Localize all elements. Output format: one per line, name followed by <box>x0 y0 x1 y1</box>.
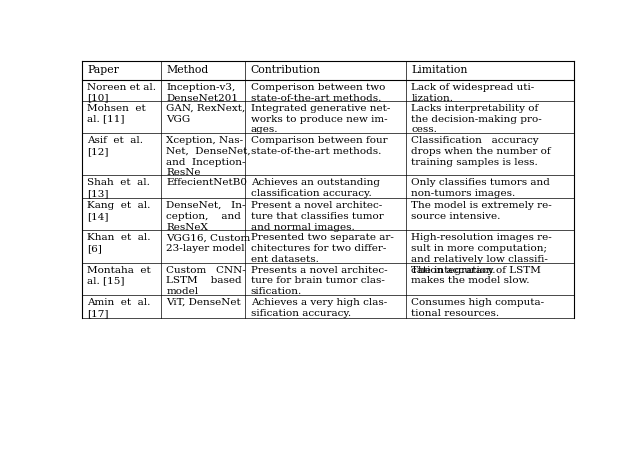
Text: Consumes high computa-
tional resources.: Consumes high computa- tional resources. <box>412 298 545 317</box>
Text: Contribution: Contribution <box>251 65 321 74</box>
Text: Limitation: Limitation <box>412 65 468 74</box>
Text: Custom   CNN-
LSTM    based
model: Custom CNN- LSTM based model <box>166 265 246 296</box>
Text: Presented two separate ar-
chitectures for two differ-
ent datasets.: Presented two separate ar- chitectures f… <box>251 233 394 263</box>
Text: Montaha  et
al. [15]: Montaha et al. [15] <box>87 265 150 285</box>
Text: Mohsen  et
al. [11]: Mohsen et al. [11] <box>87 104 146 123</box>
Text: High-resolution images re-
sult in more computation;
and relatively low classifi: High-resolution images re- sult in more … <box>412 233 552 274</box>
Text: Kang  et  al.
[14]: Kang et al. [14] <box>87 201 150 220</box>
Text: Achieves a very high clas-
sification accuracy.: Achieves a very high clas- sification ac… <box>251 298 387 317</box>
Text: Inception-v3,
DenseNet201: Inception-v3, DenseNet201 <box>166 83 238 102</box>
Text: Lack of widespread uti-
lization.: Lack of widespread uti- lization. <box>412 83 534 102</box>
Text: The integration of LSTM
makes the model slow.: The integration of LSTM makes the model … <box>412 265 541 285</box>
Text: Xception, Nas-
Net,  DenseNet,
and  Inception-
ResNe: Xception, Nas- Net, DenseNet, and Incept… <box>166 136 251 177</box>
Text: Paper: Paper <box>87 65 119 74</box>
Text: Comperison between two
state-of-the-art methods.: Comperison between two state-of-the-art … <box>251 83 385 102</box>
Text: Present a novel architec-
ture that classifies tumor
and normal images.: Present a novel architec- ture that clas… <box>251 201 383 231</box>
Text: Lacks interpretability of
the decision-making pro-
cess.: Lacks interpretability of the decision-m… <box>412 104 542 134</box>
Text: Khan  et  al.
[6]: Khan et al. [6] <box>87 233 150 253</box>
Text: Integrated generative net-
works to produce new im-
ages.: Integrated generative net- works to prod… <box>251 104 390 134</box>
Text: The model is extremely re-
source intensive.: The model is extremely re- source intens… <box>412 201 552 220</box>
Text: Method: Method <box>166 65 209 74</box>
Text: EffecientNetB0: EffecientNetB0 <box>166 178 247 187</box>
Text: DenseNet,   In-
ception,    and
ResNeX: DenseNet, In- ception, and ResNeX <box>166 201 246 231</box>
Text: Classification   accuracy
drops when the number of
training samples is less.: Classification accuracy drops when the n… <box>412 136 551 167</box>
Text: Asif  et  al.
[12]: Asif et al. [12] <box>87 136 143 156</box>
Text: ViT, DenseNet: ViT, DenseNet <box>166 298 241 306</box>
Text: Only classifies tumors and
non-tumors images.: Only classifies tumors and non-tumors im… <box>412 178 550 197</box>
Text: Shah  et  al.
[13]: Shah et al. [13] <box>87 178 150 197</box>
Text: Noreen et al.
[10]: Noreen et al. [10] <box>87 83 156 102</box>
Text: GAN, RexNext,
VGG: GAN, RexNext, VGG <box>166 104 246 123</box>
Text: Achieves an outstanding
classification accuracy.: Achieves an outstanding classification a… <box>251 178 380 197</box>
Text: Amin  et  al.
[17]: Amin et al. [17] <box>87 298 150 317</box>
Text: VGG16, Custom
23-layer model: VGG16, Custom 23-layer model <box>166 233 250 253</box>
Text: Comparison between four
state-of-the-art methods.: Comparison between four state-of-the-art… <box>251 136 387 156</box>
Text: Presents a novel architec-
ture for brain tumor clas-
sification.: Presents a novel architec- ture for brai… <box>251 265 387 296</box>
